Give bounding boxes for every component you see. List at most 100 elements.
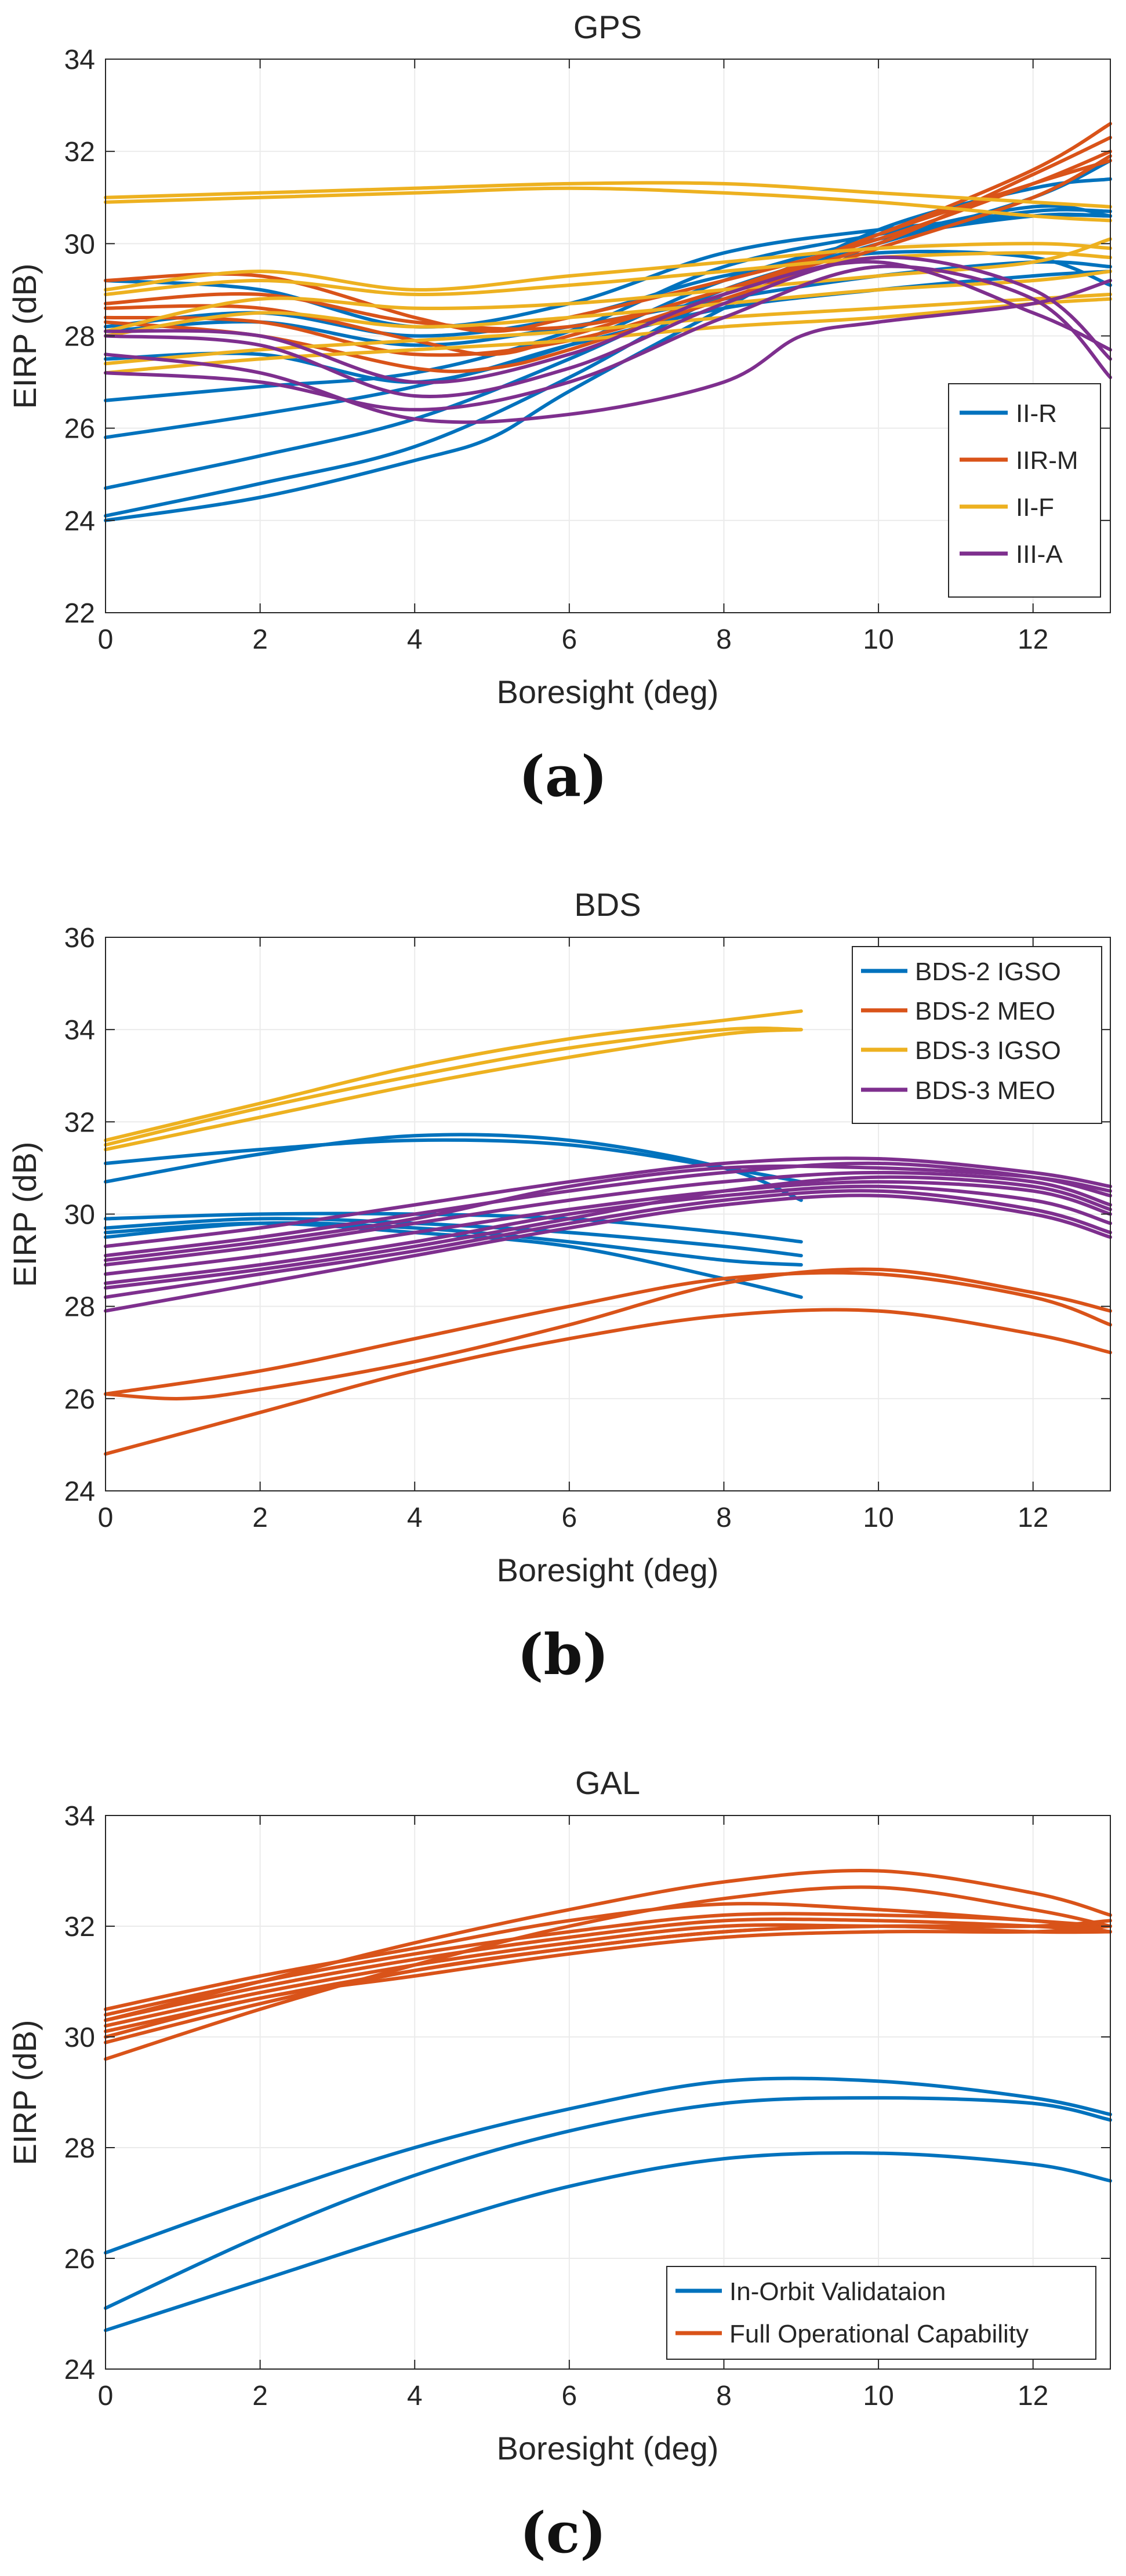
bds-ytick-label-28: 28 — [64, 1292, 95, 1323]
bds-xtick-label-2: 2 — [252, 1502, 268, 1533]
gps-ytick-label-30: 30 — [64, 229, 95, 260]
bds-series-bds-3-meo-curve-2 — [104, 1161, 1112, 1258]
legend-label-bds3-igso: BDS-3 IGSO — [915, 1036, 1061, 1065]
gal-series-in-orbit-validataion-curve-2 — [104, 2096, 1112, 2310]
bds-series-bds-3-igso-curve-2 — [104, 1026, 803, 1147]
legend-label-bds2-meo: BDS-2 MEO — [915, 997, 1055, 1025]
panel-gps-caption: (a) — [518, 744, 607, 809]
legend-label-iir-m: IIR-M — [1016, 446, 1078, 475]
gps-series-iir-m-curve-2 — [104, 122, 1112, 331]
bds-xtick-label-6: 6 — [561, 1502, 577, 1533]
gps-ytick-label-28: 28 — [64, 322, 95, 352]
gps-xtick-label-8: 8 — [716, 624, 732, 655]
bds-series-bds-3-meo-curve-5 — [104, 1184, 1112, 1285]
gal-xtick-label-2: 2 — [252, 2381, 268, 2411]
bds-xtick-label-10: 10 — [863, 1502, 893, 1533]
gal-ytick-label-24: 24 — [64, 2355, 95, 2385]
gal-xtick-label-0: 0 — [98, 2381, 114, 2411]
bds-series-bds-2-meo-curve-1 — [104, 1267, 1112, 1400]
panel-gps-ylabel: EIRP (dB) — [6, 263, 43, 409]
gps-ytick-label-32: 32 — [64, 137, 95, 168]
gps-xtick-label-4: 4 — [407, 624, 423, 655]
panel-gps-series — [104, 122, 1112, 522]
gps-series-ii-r-curve-1 — [104, 177, 1112, 522]
bds-series-bds-3-meo-curve-8 — [104, 1164, 1112, 1262]
gal-series-full-operational-capability-curve-9 — [104, 1868, 1112, 2022]
bds-xtick-label-0: 0 — [98, 1502, 114, 1533]
legend-label-iii-a: III-A — [1016, 540, 1063, 569]
panel-gal-title: GAL — [575, 1764, 640, 1801]
gps-series-iir-m-curve-5 — [104, 154, 1112, 373]
gps-series-ii-r-curve-9 — [104, 213, 1112, 329]
gps-series-ii-f-curve-2 — [104, 186, 1112, 223]
panel-gal-axes-box — [105, 1815, 1111, 2370]
gal-series-in-orbit-validataion-curve-3 — [104, 2151, 1112, 2333]
gps-series-ii-f-curve-3 — [104, 242, 1112, 292]
panel-gal-legend: In-Orbit Validataion Full Operational Ca… — [666, 2266, 1096, 2360]
bds-ytick-label-34: 34 — [64, 1015, 95, 1046]
panel-bds-caption: (b) — [517, 1622, 609, 1687]
panel-bds-title: BDS — [574, 886, 641, 923]
gps-series-ii-f-curve-5 — [104, 237, 1112, 333]
panel-gps-title: GPS — [573, 9, 642, 45]
panel-gal-xlabel: Boresight (deg) — [497, 2430, 719, 2466]
bds-xtick-label-4: 4 — [407, 1502, 423, 1533]
panel-bds-series — [104, 1009, 1112, 1456]
legend-label-bds3-meo: BDS-3 MEO — [915, 1076, 1055, 1105]
gps-series-ii-r-curve-4 — [104, 212, 1112, 439]
gps-ytick-label-22: 22 — [64, 598, 95, 629]
gps-series-ii-f-curve-6 — [104, 270, 1112, 338]
bds-series-bds-3-igso-curve-1 — [104, 1009, 803, 1143]
bds-series-bds-3-meo-curve-1 — [104, 1156, 1112, 1249]
gal-series-full-operational-capability-curve-3 — [104, 1917, 1112, 2022]
legend-label-bds2-igso: BDS-2 IGSO — [915, 958, 1061, 986]
gal-series-in-orbit-validataion-curve-1 — [104, 2076, 1112, 2255]
bds-ytick-label-30: 30 — [64, 1200, 95, 1231]
gps-ytick-label-34: 34 — [64, 45, 95, 75]
gps-series-ii-f-curve-4 — [104, 251, 1112, 297]
bds-ytick-label-36: 36 — [64, 923, 95, 954]
gal-xtick-label-8: 8 — [716, 2381, 732, 2411]
gps-series-ii-f-curve-1 — [104, 181, 1112, 209]
gal-ytick-label-28: 28 — [64, 2133, 95, 2164]
gal-ytick-label-34: 34 — [64, 1801, 95, 1832]
gal-series-full-operational-capability-curve-7 — [104, 1924, 1112, 2044]
legend-label-ii-r: II-R — [1016, 399, 1057, 428]
panel-bds-legend-box — [852, 946, 1102, 1124]
panel-gal-series — [104, 1868, 1112, 2333]
gps-series-iii-a-curve-1 — [104, 279, 1112, 424]
gps-xtick-label-6: 6 — [561, 624, 577, 655]
gps-ytick-label-24: 24 — [64, 506, 95, 537]
gps-series-iii-a-curve-3 — [104, 255, 1112, 398]
panel-bds-ylabel: EIRP (dB) — [6, 1141, 43, 1287]
gal-xtick-label-4: 4 — [407, 2381, 423, 2411]
panel-bds-legend: BDS-2 IGSO BDS-2 MEO BDS-3 IGSO BDS-3 ME… — [852, 946, 1102, 1124]
bds-series-bds-3-meo-curve-3 — [104, 1170, 1112, 1267]
gal-series-full-operational-capability-curve-6 — [104, 1924, 1112, 2039]
bds-series-bds-3-meo-curve-6 — [104, 1189, 1112, 1299]
gal-xtick-label-10: 10 — [863, 2381, 893, 2411]
bds-series-bds-3-igso-curve-3 — [104, 1028, 803, 1152]
gps-xtick-label-0: 0 — [98, 624, 114, 655]
panel-gps-legend: II-R IIR-M II-F III-A — [948, 383, 1101, 598]
bds-xtick-label-8: 8 — [716, 1502, 732, 1533]
gps-xtick-label-10: 10 — [863, 624, 893, 655]
panel-gal-caption: (c) — [520, 2500, 606, 2566]
gps-series-iii-a-curve-4 — [104, 260, 1112, 384]
gal-xtick-label-12: 12 — [1018, 2381, 1048, 2411]
panel-gps-xlabel: Boresight (deg) — [497, 674, 719, 710]
panel-gal-legend-box — [666, 2266, 1096, 2360]
gal-ytick-label-30: 30 — [64, 2022, 95, 2053]
legend-label-foc: Full Operational Capability — [729, 2320, 1029, 2348]
bds-series-bds-2-meo-curve-2 — [104, 1271, 1112, 1396]
gal-xtick-label-6: 6 — [561, 2381, 577, 2411]
bds-ytick-label-24: 24 — [64, 1476, 95, 1507]
gal-ytick-label-32: 32 — [64, 1912, 95, 1942]
gps-xtick-label-12: 12 — [1018, 624, 1048, 655]
